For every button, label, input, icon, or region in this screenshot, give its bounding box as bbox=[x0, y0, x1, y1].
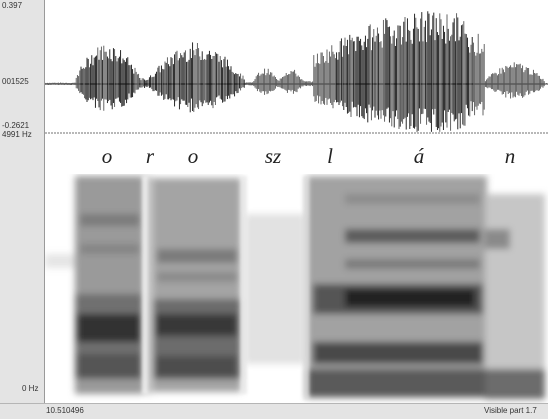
phoneme-label: n bbox=[504, 144, 516, 168]
wave-mid-label: 001525 bbox=[2, 77, 29, 86]
phoneme-label: l bbox=[327, 144, 333, 168]
axis-divider bbox=[44, 0, 45, 403]
spectrogram-canvas[interactable] bbox=[45, 174, 548, 403]
spectrogram-max-freq-label: 4991 Hz bbox=[2, 130, 32, 139]
spectrogram-energy bbox=[45, 176, 545, 399]
cursor-time-readout: 10.510496 bbox=[46, 406, 84, 415]
phoneme-label: o bbox=[187, 144, 199, 168]
phoneme-tier[interactable]: o r o sz l á n bbox=[45, 140, 548, 174]
amplitude-axis-panel bbox=[0, 0, 44, 403]
waveform-trace bbox=[45, 11, 548, 133]
wave-max-label: 0.397 bbox=[2, 1, 23, 10]
phoneme-label: o bbox=[101, 144, 113, 168]
status-bar: 10.510496 Visible part 1.7 bbox=[0, 403, 548, 419]
spectrogram-min-freq-label: 0 Hz bbox=[22, 384, 39, 393]
waveform-canvas[interactable] bbox=[45, 0, 548, 140]
phoneme-label: r bbox=[145, 144, 155, 168]
phoneme-label: sz bbox=[264, 144, 282, 168]
phoneme-label: á bbox=[413, 144, 425, 168]
wave-min-label: -0.2621 bbox=[2, 121, 30, 130]
spectrogram-striations bbox=[142, 176, 309, 400]
visible-part-readout: Visible part 1.7 bbox=[484, 406, 537, 415]
